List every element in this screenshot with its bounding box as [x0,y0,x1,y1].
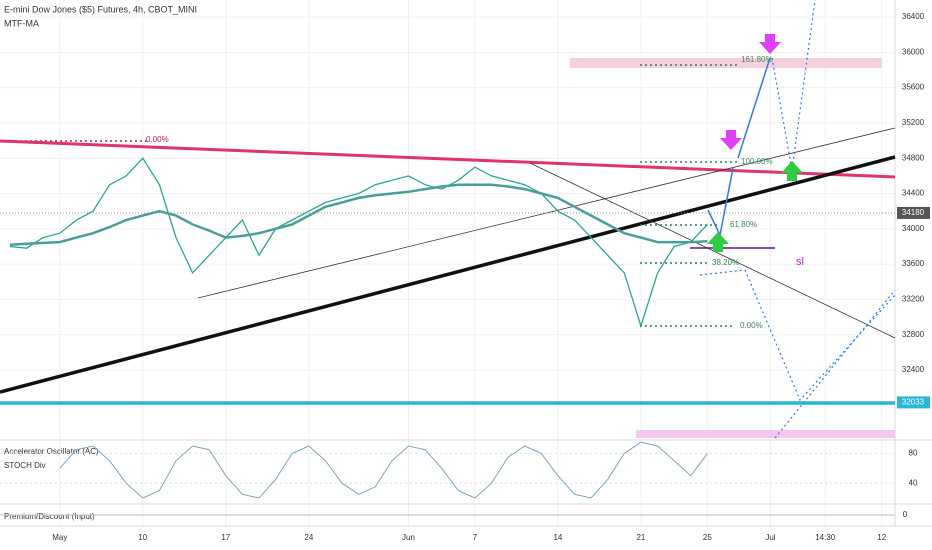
projection [744,269,896,402]
trend-line [0,139,896,179]
y-tick-label: 34800 [902,153,925,162]
fib-label: 0.00% [740,321,763,330]
x-tick-label: 14:30 [815,533,836,542]
arrow-down [759,34,781,54]
fib-label: 61.80% [730,220,757,229]
x-tick-label: 17 [221,533,230,542]
y-tick-label: 32800 [902,330,925,339]
indicator-name: Accelerator Oscillator (AC) [4,447,99,456]
x-tick-label: Jun [402,533,415,542]
y-tick-label: 33600 [902,259,925,268]
y-tick-label: 34400 [902,189,925,198]
x-tick-label: 25 [703,533,712,542]
arrow-down [720,130,742,150]
y-tick-label: 35200 [902,118,925,127]
projection [774,289,896,439]
sl-label: sl [796,256,804,268]
x-tick-label: 7 [473,533,478,542]
price-label-bg [897,396,930,409]
y-tick-label: 40 [909,478,918,487]
trend-line [529,162,896,339]
indicator-name: STOCH Div [4,461,46,470]
fib-label: 0.00% [146,135,169,144]
x-tick-label: 12 [877,533,886,542]
fib-label: 38.20% [712,258,739,267]
indicator-name: MTF-MA [4,18,39,28]
y-tick-label: 36000 [902,47,925,56]
y-tick-label: 34000 [902,224,925,233]
arrow-up [707,232,729,252]
price-label: 32033 [902,398,925,407]
projection [737,57,771,159]
fib-label: 161.80% [741,55,773,64]
price-label-bg [897,206,930,219]
price-label: 34180 [902,208,925,217]
y-tick-label: 0 [903,510,908,519]
y-tick-label: 80 [909,449,918,458]
x-tick-label: May [52,533,67,542]
chart-title: E-mini Dow Jones ($5) Futures, 4h, CBOT_… [4,4,197,14]
x-tick-label: 21 [636,533,645,542]
x-tick-label: 24 [304,533,313,542]
trend-line [0,155,896,394]
x-tick-label: 14 [553,533,562,542]
target-zone [636,430,895,438]
series-line [9,157,708,329]
y-tick-label: 32400 [902,365,925,374]
indicator-name: Premium/Discount (Input) [4,512,95,521]
target-zone [570,58,882,68]
x-tick-label: Jul [765,533,775,542]
arrow-up [781,161,803,181]
fib-label: 100.00% [741,157,773,166]
y-tick-label: 35600 [902,83,925,92]
y-tick-label: 33200 [902,295,925,304]
x-tick-label: 10 [138,533,147,542]
series-line [9,183,708,246]
series-line [59,441,708,499]
y-tick-label: 36400 [902,12,925,21]
